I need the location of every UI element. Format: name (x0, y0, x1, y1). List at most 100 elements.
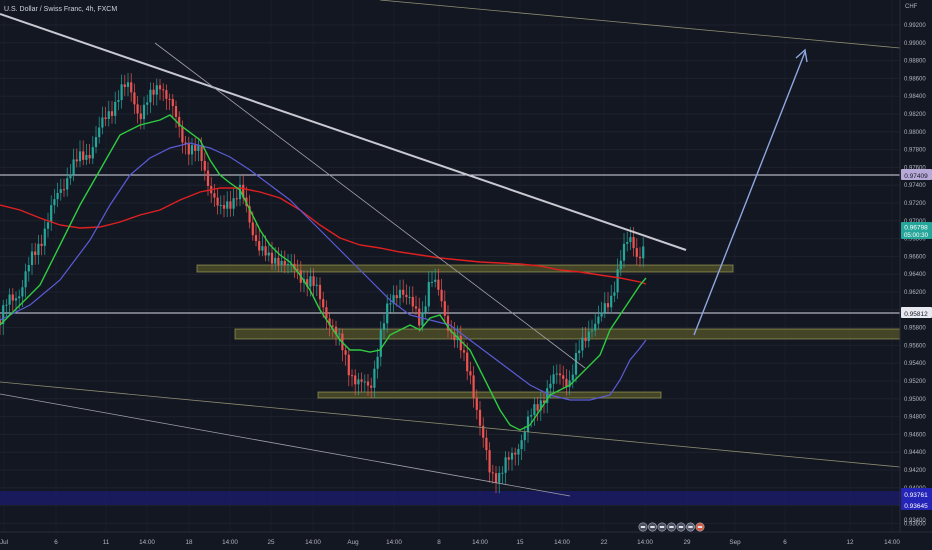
candle[interactable] (283, 250, 286, 274)
candle[interactable] (498, 466, 501, 494)
candle[interactable] (107, 100, 110, 127)
candle[interactable] (373, 360, 376, 398)
candle[interactable] (69, 164, 72, 185)
ema-mid-line[interactable] (0, 142, 647, 401)
candle[interactable] (536, 396, 539, 422)
candle[interactable] (402, 279, 405, 303)
candle[interactable] (571, 364, 574, 389)
candle[interactable] (398, 279, 402, 307)
candle[interactable] (126, 73, 130, 97)
trendline-thin-diagonal[interactable] (154, 42, 586, 369)
candle[interactable] (229, 191, 232, 217)
ema-slow-line[interactable] (0, 187, 647, 285)
candle[interactable] (133, 83, 136, 115)
candle[interactable] (555, 364, 558, 384)
candle[interactable] (440, 278, 443, 308)
candle[interactable] (382, 314, 386, 340)
candle[interactable] (597, 305, 600, 330)
candle[interactable] (501, 466, 504, 484)
candle[interactable] (219, 195, 222, 215)
channel-bottom-line[interactable] (0, 381, 901, 468)
candle[interactable] (616, 258, 619, 300)
flag-icon[interactable] (657, 522, 667, 532)
candle[interactable] (546, 380, 549, 414)
candle[interactable] (424, 295, 427, 318)
candle[interactable] (152, 82, 155, 106)
candle[interactable] (187, 136, 190, 166)
candle[interactable] (562, 365, 565, 388)
candle[interactable] (120, 74, 123, 109)
candle[interactable] (117, 90, 120, 111)
candle[interactable] (366, 374, 370, 397)
candle[interactable] (162, 83, 165, 102)
price-axis[interactable] (900, 0, 932, 532)
candle[interactable] (357, 372, 360, 396)
candle[interactable] (434, 268, 437, 288)
candle[interactable] (523, 426, 526, 452)
candle[interactable] (258, 230, 261, 256)
candle[interactable] (411, 286, 414, 314)
candle[interactable] (539, 392, 542, 421)
candle[interactable] (174, 100, 178, 128)
candle[interactable] (363, 374, 366, 393)
candle[interactable] (507, 451, 510, 471)
zone-support-mid[interactable] (234, 328, 901, 340)
candle[interactable] (638, 247, 642, 268)
candle[interactable] (226, 191, 229, 217)
candle[interactable] (590, 319, 594, 338)
zone-resistance-upper[interactable] (196, 264, 734, 273)
candle[interactable] (338, 328, 341, 346)
candle[interactable] (43, 219, 46, 255)
candle[interactable] (443, 290, 446, 323)
candle[interactable] (600, 301, 603, 322)
candle[interactable] (517, 443, 520, 466)
candle[interactable] (130, 73, 133, 102)
flag-icon[interactable] (638, 522, 648, 532)
candle[interactable] (584, 326, 587, 348)
candle[interactable] (306, 270, 309, 297)
candle[interactable] (405, 284, 408, 305)
candle[interactable] (235, 187, 238, 207)
candle[interactable] (37, 234, 40, 265)
candle[interactable] (469, 361, 472, 385)
candle[interactable] (533, 397, 536, 426)
time-axis[interactable] (0, 532, 932, 550)
candle[interactable] (277, 247, 280, 272)
candle[interactable] (11, 288, 14, 312)
candle[interactable] (386, 294, 389, 333)
candle[interactable] (354, 369, 357, 396)
candle[interactable] (347, 349, 350, 387)
candle[interactable] (475, 389, 478, 420)
candle[interactable] (110, 100, 114, 124)
candle[interactable] (626, 231, 629, 252)
candle[interactable] (430, 270, 434, 288)
candle[interactable] (376, 348, 379, 379)
candle[interactable] (5, 299, 8, 317)
candle[interactable] (552, 365, 555, 394)
candle[interactable] (72, 148, 75, 182)
candle[interactable] (75, 148, 78, 168)
candle[interactable] (510, 447, 514, 471)
candle[interactable] (171, 93, 174, 118)
candle[interactable] (619, 249, 622, 277)
candle[interactable] (155, 78, 158, 106)
candle[interactable] (146, 94, 149, 116)
candle[interactable] (91, 136, 94, 165)
flag-icon[interactable] (676, 522, 686, 532)
candle[interactable] (482, 417, 485, 448)
alert-icon[interactable] (695, 522, 705, 532)
candle[interactable] (40, 234, 43, 256)
candle[interactable] (62, 178, 66, 197)
candle[interactable] (565, 369, 568, 396)
candle[interactable] (610, 284, 613, 314)
candle[interactable] (280, 250, 283, 273)
candle[interactable] (8, 288, 11, 316)
candle[interactable] (267, 241, 270, 262)
candle[interactable] (488, 442, 491, 483)
flag-icon[interactable] (666, 522, 676, 532)
candle[interactable] (254, 224, 258, 247)
candle[interactable] (2, 299, 5, 335)
candle[interactable] (216, 188, 219, 215)
candle[interactable] (491, 464, 494, 484)
